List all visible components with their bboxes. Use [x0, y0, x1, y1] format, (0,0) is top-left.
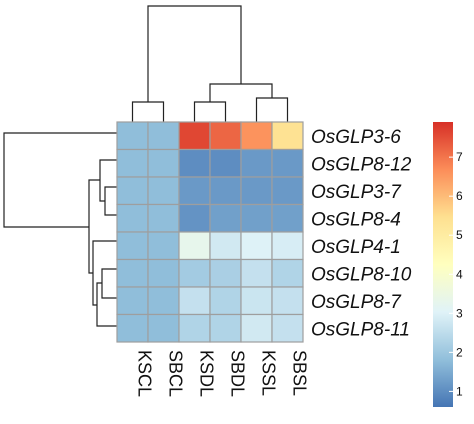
row-labels: OsGLP3-6 OsGLP8-12 OsGLP3-7 OsGLP8-4 OsGLP4-… [311, 127, 412, 341]
heatmap-cell-OsGLP3-6-SBSL [271, 121, 304, 151]
col-dendro-merge-dl-sl [209, 83, 273, 102]
heatmap-cell-OsGLP8-11-SBCL [147, 313, 180, 343]
heatmap-cell-OsGLP3-7-KSCL [116, 176, 149, 206]
column-label: KSDL [197, 350, 217, 397]
column-dendrogram [131, 5, 289, 122]
heatmap-cell-OsGLP4-1-SBCL [147, 231, 180, 261]
legend-tick-label: 3 [456, 306, 463, 320]
heatmap-cell-OsGLP8-7-SBSL [271, 286, 304, 316]
heatmap-cell-OsGLP8-7-KSDL [178, 286, 211, 316]
column-label: SBCL [166, 350, 186, 397]
row-label: OsGLP8-11 [311, 319, 410, 340]
heatmap-cell-OsGLP8-11-KSSL [240, 313, 273, 343]
color-legend: 1 2 3 4 5 6 7 [433, 122, 463, 407]
heatmap-cell-OsGLP8-10-KSSL [240, 258, 273, 288]
heatmap-cell-OsGLP8-4-SBSL [271, 203, 304, 233]
row-dendro-merge-8-12 [99, 159, 117, 202]
column-label: KSSL [259, 350, 279, 396]
heatmap-cell-OsGLP3-7-KSSL [240, 176, 273, 206]
row-label: OsGLP3-7 [311, 182, 402, 203]
heatmap-cell-OsGLP8-10-SBCL [147, 258, 180, 288]
col-dendro-merge-kscl-sbcl [131, 101, 165, 122]
column-label: KSCL [135, 350, 155, 397]
heatmap-cell-OsGLP4-1-KSCL [116, 231, 149, 261]
heatmap-cell-OsGLP3-6-KSSL [240, 121, 273, 151]
row-label: OsGLP8-7 [311, 292, 402, 313]
heatmap-cell-OsGLP8-11-KSDL [178, 313, 211, 343]
heatmap-cell-OsGLP3-6-KSCL [116, 121, 149, 151]
row-dendro-merge-3-7-8-4 [104, 186, 117, 216]
heatmap-cell-OsGLP8-7-KSSL [240, 286, 273, 316]
heatmap-cell-OsGLP3-7-SBCL [147, 176, 180, 206]
heatmap-cell-OsGLP8-4-KSDL [178, 203, 211, 233]
column-labels: KSCL SBCL KSDL SBDL KSSL SBSL [135, 350, 310, 397]
legend-tick-label: 7 [456, 150, 463, 164]
row-label: OsGLP8-12 [311, 154, 412, 175]
row-dendro-merge-8-11 [96, 282, 117, 327]
legend-tick-label: 2 [456, 345, 463, 359]
heatmap-cell-OsGLP8-10-KSCL [116, 258, 149, 288]
heatmap-cell-OsGLP8-4-KSSL [240, 203, 273, 233]
legend-tick-label: 5 [456, 228, 463, 242]
row-dendrogram [3, 132, 117, 327]
heatmap-cell-OsGLP4-1-SBDL [209, 231, 242, 261]
heatmap-cell-OsGLP8-7-SBCL [147, 286, 180, 316]
heatmap-cell-OsGLP8-12-SBSL [271, 148, 304, 178]
row-label: OsGLP8-4 [311, 209, 401, 230]
heatmap-cell-OsGLP4-1-KSSL [240, 231, 273, 261]
heatmap-cell-OsGLP8-12-SBCL [147, 148, 180, 178]
heatmap-cell-OsGLP8-7-SBDL [209, 286, 242, 316]
heatmap-cell-OsGLP8-12-KSDL [178, 148, 211, 178]
heatmap-cell-OsGLP3-6-SBDL [209, 121, 242, 151]
heatmap-cell-OsGLP8-11-SBSL [271, 313, 304, 343]
row-label: OsGLP3-6 [311, 127, 401, 148]
row-label: OsGLP8-10 [311, 264, 412, 285]
heatmap-cell-OsGLP3-6-SBCL [147, 121, 180, 151]
row-dendro-root [3, 132, 117, 228]
column-label: SBDL [228, 350, 248, 397]
heatmap-cell-OsGLP8-4-KSCL [116, 203, 149, 233]
col-dendro-merge-kssl-sbsl [255, 97, 289, 122]
heatmap-cell-OsGLP4-1-SBSL [271, 231, 304, 261]
heatmap-cell-OsGLP8-11-KSCL [116, 313, 149, 343]
heatmap-cell-OsGLP3-6-KSDL [178, 121, 211, 151]
heatmap-cell-OsGLP3-7-SBSL [271, 176, 304, 206]
row-label: OsGLP4-1 [311, 237, 401, 258]
legend-tick-label: 6 [456, 189, 463, 203]
heatmap-cell-OsGLP8-10-SBDL [209, 258, 242, 288]
heatmap-cell-OsGLP3-7-KSDL [178, 176, 211, 206]
heatmap-cell-OsGLP8-12-KSCL [116, 148, 149, 178]
heatmap-cell-OsGLP8-10-KSDL [178, 258, 211, 288]
heatmap-cell-OsGLP4-1-KSDL [178, 231, 211, 261]
col-dendro-root [147, 5, 242, 102]
heatmap-cell-OsGLP8-11-SBDL [209, 313, 242, 343]
heatmap-cell-OsGLP3-7-SBDL [209, 176, 242, 206]
heatmap-cell-OsGLP8-4-SBCL [147, 203, 180, 233]
column-label: SBSL [290, 350, 310, 396]
heatmap-cell-OsGLP8-4-SBDL [209, 203, 242, 233]
heatmap-cell-OsGLP8-7-KSCL [116, 286, 149, 316]
row-dendro-merge-lower [88, 179, 100, 274]
heatmap-cell-OsGLP8-12-SBDL [209, 148, 242, 178]
legend-tick-label: 4 [456, 267, 463, 281]
col-dendro-merge-ksdl-sbdl [193, 101, 227, 122]
heatmap-cell-OsGLP8-10-SBSL [271, 258, 304, 288]
legend-ticks: 1 2 3 4 5 6 7 [449, 150, 463, 398]
heatmap-cell-OsGLP8-12-KSSL [240, 148, 273, 178]
legend-tick-label: 1 [456, 384, 463, 398]
legend-color-bar [433, 122, 453, 407]
row-dendro-merge-8-10-8-7 [101, 268, 117, 299]
heatmap-cells [116, 121, 304, 343]
